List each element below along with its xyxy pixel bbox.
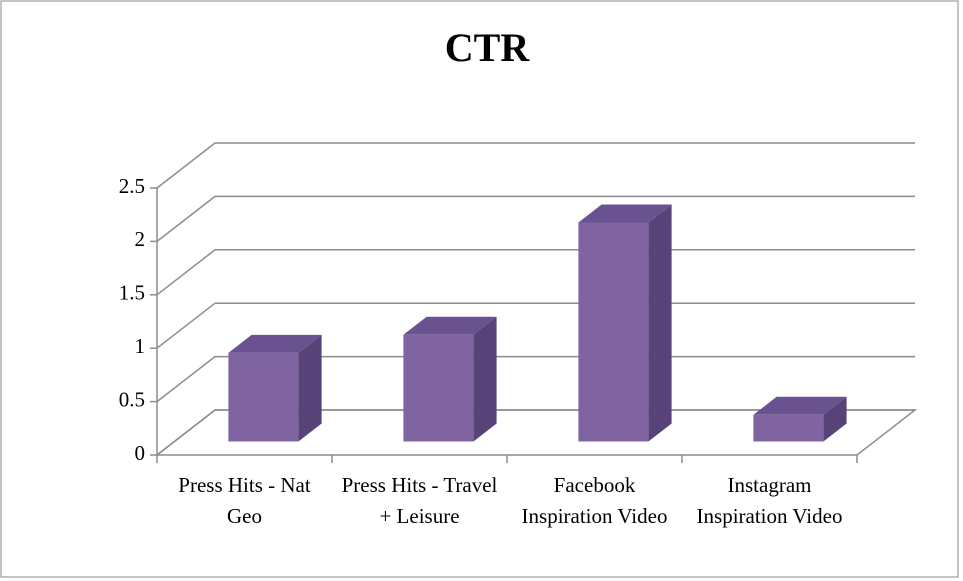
y-tick-label: 2.5 [119,174,145,198]
grid-line [156,355,915,403]
chart-title: CTR [445,25,531,70]
bar-front [228,352,299,442]
x-tick-label: Press Hits - Travel + Leisure [341,473,498,528]
bar-top [578,204,672,223]
bar [753,396,847,442]
bar-top [228,334,322,353]
bar [403,316,497,442]
x-tick-label: Press Hits - Nat Geo [178,473,311,528]
x-tick-label: Facebook Inspiration Video [521,473,668,528]
bar-front [403,334,474,442]
x-tick-label: Instagram Inspiration Video [696,473,843,528]
y-tick-label: 2 [135,227,146,251]
y-tick-label: 1 [135,334,146,358]
y-tick-label: 1.5 [119,281,145,305]
y-tick-label: 0 [135,441,146,465]
grid-line [156,142,915,189]
bar-front [578,222,649,442]
bar-top [753,396,847,415]
bar-side [473,316,497,442]
bar [578,204,672,442]
bar-top [403,316,497,335]
bar-front [753,414,824,442]
grid-line [156,302,915,349]
bar-side [823,396,847,442]
grid-line [156,195,915,242]
bar-side [648,204,672,442]
grid-line [156,409,915,456]
y-tick-label: 0.5 [119,387,145,411]
bar [228,334,322,442]
bar-side [298,334,322,442]
grid-line [156,249,915,296]
